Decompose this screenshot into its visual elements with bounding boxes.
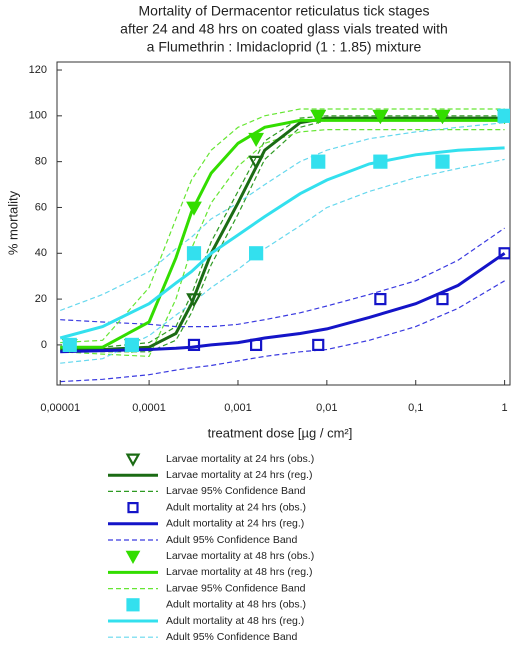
- marker: [310, 109, 327, 125]
- marker: [187, 338, 201, 352]
- chart-title: after 24 and 48 hrs on coated glass vial…: [120, 21, 448, 37]
- y-tick-label: 80: [35, 156, 47, 168]
- marker: [372, 109, 389, 125]
- x-tick-label: 1: [502, 402, 508, 414]
- legend-label: Larvae mortality at 48 hrs (reg.): [166, 566, 312, 578]
- confidence-band: [60, 227, 505, 328]
- marker: [62, 337, 77, 353]
- marker: [311, 154, 326, 169]
- legend-label: Larvae 95% Confidence Band: [166, 485, 306, 497]
- legend-label: Adult 95% Confidence Band: [166, 631, 298, 643]
- legend-label: Larvae mortality at 48 hrs (obs.): [166, 550, 314, 562]
- marker: [373, 154, 388, 169]
- marker: [436, 292, 449, 306]
- marker: [498, 247, 510, 260]
- regression-line: [59, 146, 505, 340]
- y-tick-label: 100: [29, 110, 47, 122]
- marker: [435, 154, 450, 169]
- x-tick-label: 0,0001: [132, 402, 166, 414]
- legend-label: Adult mortality at 24 hrs (obs.): [166, 501, 306, 513]
- marker: [125, 550, 141, 564]
- marker: [374, 292, 387, 306]
- y-tick-label: 40: [35, 247, 47, 259]
- chart-title: a Flumethrin : Imidacloprid (1 : 1.85) m…: [147, 39, 422, 55]
- plot-area: [59, 108, 510, 383]
- y-tick-label: 20: [35, 293, 47, 305]
- marker: [125, 453, 141, 467]
- legend: Larvae mortality at 24 hrs (obs.) Larvae …: [108, 453, 314, 643]
- legend-label: Larvae 95% Confidence Band: [166, 582, 306, 594]
- plot-frame: [56, 61, 511, 386]
- legend-label: Larvae mortality at 24 hrs (reg.): [166, 469, 312, 481]
- marker: [127, 502, 139, 514]
- legend-label: Adult mortality at 24 hrs (reg.): [166, 518, 304, 530]
- marker: [124, 337, 139, 353]
- marker: [248, 155, 264, 170]
- marker: [434, 109, 451, 125]
- marker: [248, 132, 264, 148]
- confidence-band: [59, 122, 505, 312]
- regression-line: [60, 116, 505, 351]
- x-tick-label: 0,00001: [40, 402, 80, 414]
- marker: [186, 246, 202, 261]
- confidence-band: [60, 115, 505, 348]
- confidence-band: [60, 280, 505, 383]
- legend-label: Larvae mortality at 24 hrs (obs.): [166, 453, 314, 465]
- legend-label: Adult 95% Confidence Band: [166, 534, 298, 546]
- marker: [249, 246, 264, 261]
- marker: [250, 338, 263, 352]
- legend-label: Adult mortality at 48 hrs (obs.): [166, 599, 306, 611]
- y-tick-label: 120: [29, 64, 47, 76]
- y-tick-label: 60: [35, 201, 47, 213]
- confidence-band: [60, 129, 505, 358]
- marker: [497, 108, 510, 123]
- x-tick-label: 0,1: [408, 402, 423, 414]
- y-tick-label: 0: [41, 339, 47, 351]
- legend-label: Adult mortality at 48 hrs (reg.): [166, 615, 304, 627]
- x-axis-label: treatment dose [µg / cm²]: [208, 425, 353, 440]
- x-tick-label: 0,01: [316, 402, 337, 414]
- y-axis-label: % mortality: [5, 190, 20, 255]
- x-tick-label: 0,001: [224, 402, 252, 414]
- confidence-band: [60, 108, 505, 344]
- marker: [186, 293, 202, 308]
- marker: [312, 338, 325, 352]
- marker: [126, 598, 140, 612]
- chart-title: Mortality of Dermacentor reticulatus tic…: [139, 3, 430, 19]
- confidence-band: [60, 158, 505, 364]
- marker: [186, 201, 202, 216]
